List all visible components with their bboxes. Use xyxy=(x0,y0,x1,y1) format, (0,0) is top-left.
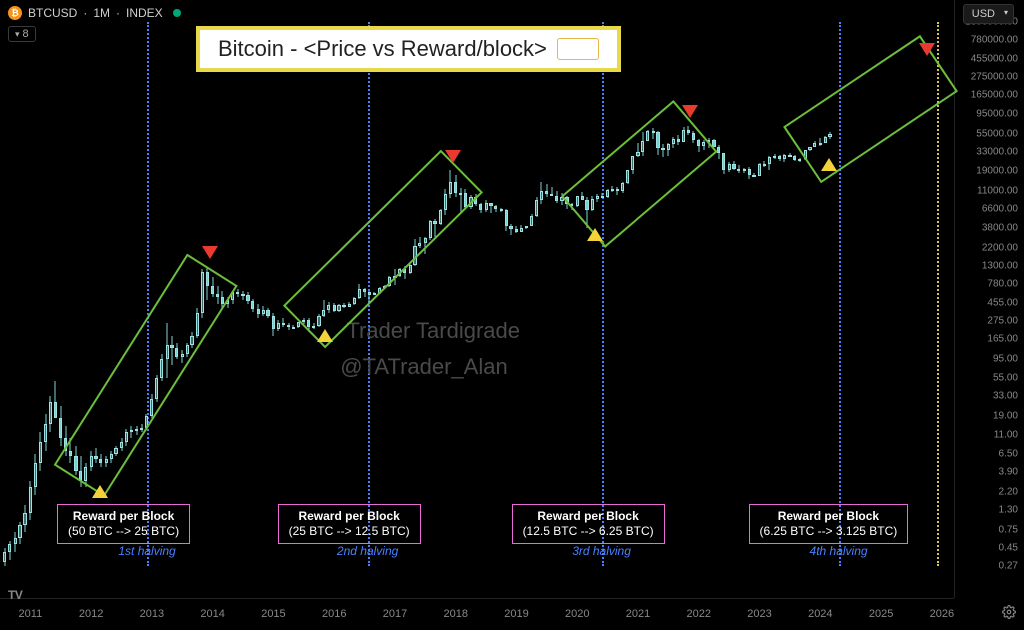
chart-title-box: Bitcoin - <Price vs Reward/block> xyxy=(196,26,621,72)
y-tick: 165.00 xyxy=(987,334,1018,345)
chart-title: Bitcoin - <Price vs Reward/block> xyxy=(218,36,547,62)
y-tick: 19.00 xyxy=(993,410,1018,421)
y-tick: 3.90 xyxy=(999,466,1018,477)
y-tick: 0.27 xyxy=(999,561,1018,572)
y-tick: 55000.00 xyxy=(976,128,1018,139)
y-tick: 2.20 xyxy=(999,486,1018,497)
currency-selector[interactable]: USD xyxy=(963,4,1014,24)
interval: 1M xyxy=(93,6,110,20)
y-axis[interactable]: 1300000.00780000.00455000.00275000.00165… xyxy=(954,0,1024,598)
y-tick: 1300.00 xyxy=(982,261,1018,272)
x-tick: 2022 xyxy=(687,608,711,620)
y-tick: 165000.00 xyxy=(971,89,1018,100)
y-tick: 95.00 xyxy=(993,353,1018,364)
plot-area[interactable]: Reward per Block(50 BTC --> 25 BTC)1st h… xyxy=(0,0,954,598)
title-badge-icon xyxy=(557,38,599,60)
x-tick: 2018 xyxy=(443,608,467,620)
y-tick: 19000.00 xyxy=(976,166,1018,177)
halving-label: 3rd halving xyxy=(572,544,631,558)
x-tick: 2026 xyxy=(930,608,954,620)
x-tick: 2016 xyxy=(322,608,346,620)
x-tick: 2013 xyxy=(140,608,164,620)
bar-count-toggle[interactable]: ▾ 8 xyxy=(8,26,36,42)
peak-marker-icon xyxy=(445,150,461,163)
halving-box: Reward per Block(12.5 BTC --> 6.25 BTC) xyxy=(512,504,665,544)
chart-root: ₿ BTCUSD · 1M · INDEX ▾ 8 USD Bitcoin - … xyxy=(0,0,1024,630)
y-tick: 275000.00 xyxy=(971,71,1018,82)
x-tick: 2011 xyxy=(19,608,43,620)
trough-marker-icon xyxy=(587,228,603,241)
y-tick: 0.45 xyxy=(999,542,1018,553)
y-tick: 3800.00 xyxy=(982,223,1018,234)
halving-label: 4th halving xyxy=(810,544,868,558)
y-tick: 455000.00 xyxy=(971,54,1018,65)
ticker: BTCUSD xyxy=(28,6,77,20)
y-tick: 780.00 xyxy=(987,279,1018,290)
x-tick: 2017 xyxy=(383,608,407,620)
trough-marker-icon xyxy=(821,158,837,171)
btc-icon: ₿ xyxy=(8,6,22,20)
y-tick: 1.30 xyxy=(999,505,1018,516)
trough-marker-icon xyxy=(92,485,108,498)
y-tick: 2200.00 xyxy=(982,242,1018,253)
y-tick: 6.50 xyxy=(999,448,1018,459)
peak-marker-icon xyxy=(919,43,935,56)
x-tick: 2024 xyxy=(808,608,832,620)
trough-marker-icon xyxy=(317,329,333,342)
y-tick: 95000.00 xyxy=(976,109,1018,120)
halving-box: Reward per Block(6.25 BTC --> 3.125 BTC) xyxy=(749,504,909,544)
halving-label: 1st halving xyxy=(118,544,175,558)
symbol-type: INDEX xyxy=(126,6,163,20)
x-tick: 2015 xyxy=(261,608,285,620)
y-tick: 11.00 xyxy=(994,429,1018,440)
symbol-header: ₿ BTCUSD · 1M · INDEX xyxy=(8,6,181,20)
y-tick: 33.00 xyxy=(993,391,1018,402)
x-tick: 2020 xyxy=(565,608,589,620)
x-tick: 2021 xyxy=(626,608,650,620)
y-tick: 55.00 xyxy=(993,373,1018,384)
tradingview-logo: TV xyxy=(8,588,22,602)
x-tick: 2023 xyxy=(747,608,771,620)
halving-box: Reward per Block(50 BTC --> 25 BTC) xyxy=(57,504,190,544)
halving-box: Reward per Block(25 BTC --> 12.5 BTC) xyxy=(278,504,421,544)
y-tick: 780000.00 xyxy=(971,35,1018,46)
x-axis[interactable]: 2011 2012 2013 2014 2015 2016 2017 2018 2019 2020… xyxy=(0,598,954,630)
y-tick: 455.00 xyxy=(987,298,1018,309)
halving-label: 2nd halving xyxy=(337,544,398,558)
peak-marker-icon xyxy=(682,105,698,118)
status-dot-icon xyxy=(173,9,181,17)
y-tick: 6600.00 xyxy=(982,203,1018,214)
y-tick: 0.75 xyxy=(999,524,1018,535)
gear-icon[interactable] xyxy=(1002,605,1016,624)
y-tick: 11000.00 xyxy=(977,185,1018,196)
peak-marker-icon xyxy=(202,246,218,259)
chevron-down-icon: ▾ xyxy=(15,29,20,40)
y-tick: 33000.00 xyxy=(976,146,1018,157)
x-tick: 2012 xyxy=(79,608,103,620)
x-tick: 2019 xyxy=(504,608,528,620)
y-tick: 275.00 xyxy=(987,316,1018,327)
x-tick: 2014 xyxy=(200,608,224,620)
x-tick: 2025 xyxy=(869,608,893,620)
